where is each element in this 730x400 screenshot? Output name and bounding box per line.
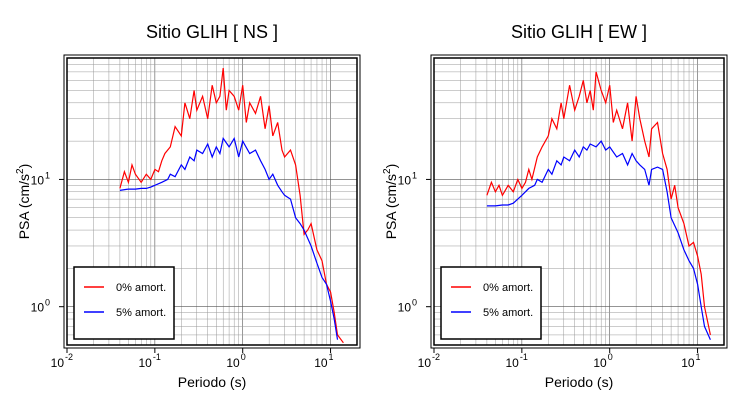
y-tick-label: 10 0 — [31, 298, 50, 315]
chart-title: Sitio GLIH [ NS ] — [146, 22, 278, 42]
y-tick-base: 10 — [398, 301, 412, 315]
x-tick-exp: -1 — [520, 352, 528, 362]
x-tick-exp: 1 — [696, 352, 701, 362]
plot-frame — [433, 57, 725, 346]
y-tick-exp: 1 — [412, 170, 417, 180]
x-tick-exp: -2 — [65, 352, 73, 362]
y-tick-base: 10 — [31, 173, 45, 187]
legend-box — [440, 266, 542, 340]
legend: 0% amort. 5% amort. — [73, 266, 175, 340]
y-tick-exp: 0 — [412, 298, 417, 308]
series-line-amort-5 — [486, 140, 711, 340]
y-tick-label: 10 1 — [398, 170, 417, 187]
y-tick-exp: 1 — [45, 170, 50, 180]
x-tick-base: 10 — [314, 356, 328, 370]
y-axis-label-close: ) — [383, 164, 399, 169]
x-tick-label: 10 0 — [226, 352, 245, 370]
legend: 0% amort. 5% amort. — [440, 266, 542, 340]
y-axis-label-text: PSA (cm/s — [16, 174, 32, 239]
x-tick-exp: 0 — [241, 352, 246, 362]
x-tick-label: 10 -2 — [418, 352, 440, 370]
y-axis-label-text: PSA (cm/s — [383, 174, 399, 239]
legend-label: 5% amort. — [483, 307, 533, 319]
x-tick-exp: -2 — [432, 352, 440, 362]
x-tick-base: 10 — [593, 356, 607, 370]
plot-frame — [66, 57, 358, 346]
legend-box — [73, 266, 175, 340]
series-line-amort-0 — [486, 71, 711, 336]
y-tick-label: 10 0 — [398, 298, 417, 315]
x-tick-exp: 1 — [329, 352, 334, 362]
x-tick-base: 10 — [138, 356, 152, 370]
y-tick-base: 10 — [398, 173, 412, 187]
plot-frame-outer — [63, 54, 361, 349]
y-axis-label-close: ) — [16, 164, 32, 169]
y-axis-label-sup: 2 — [382, 168, 393, 174]
y-axis-label: PSA (cm/s2) — [15, 164, 32, 240]
x-tick-label: 10 -1 — [505, 352, 527, 370]
y-tick-label: 10 1 — [31, 170, 50, 187]
x-axis-label: Periodo (s) — [545, 374, 613, 390]
x-tick-label: 10 0 — [593, 352, 612, 370]
x-tick-base: 10 — [418, 356, 432, 370]
plot-frame-outer — [430, 54, 728, 349]
legend-label: 0% amort. — [483, 282, 533, 294]
legend-label: 0% amort. — [116, 282, 166, 294]
x-tick-label: 10 1 — [314, 352, 333, 370]
x-tick-label: 10 1 — [681, 352, 700, 370]
legend-label: 5% amort. — [116, 307, 166, 319]
y-axis-label-sup: 2 — [15, 168, 26, 174]
y-tick-base: 10 — [31, 301, 45, 315]
x-tick-label: 10 -2 — [51, 352, 73, 370]
y-tick-exp: 0 — [45, 298, 50, 308]
x-tick-base: 10 — [226, 356, 240, 370]
chart-title: Sitio GLIH [ EW ] — [511, 22, 647, 42]
x-axis-label: Periodo (s) — [178, 374, 246, 390]
x-tick-exp: 0 — [608, 352, 613, 362]
x-tick-base: 10 — [681, 356, 695, 370]
y-axis-label: PSA (cm/s2) — [382, 164, 399, 240]
x-tick-base: 10 — [505, 356, 519, 370]
x-tick-base: 10 — [51, 356, 65, 370]
series-line-amort-5 — [119, 136, 339, 340]
x-tick-exp: -1 — [153, 352, 161, 362]
x-tick-label: 10 -1 — [138, 352, 160, 370]
